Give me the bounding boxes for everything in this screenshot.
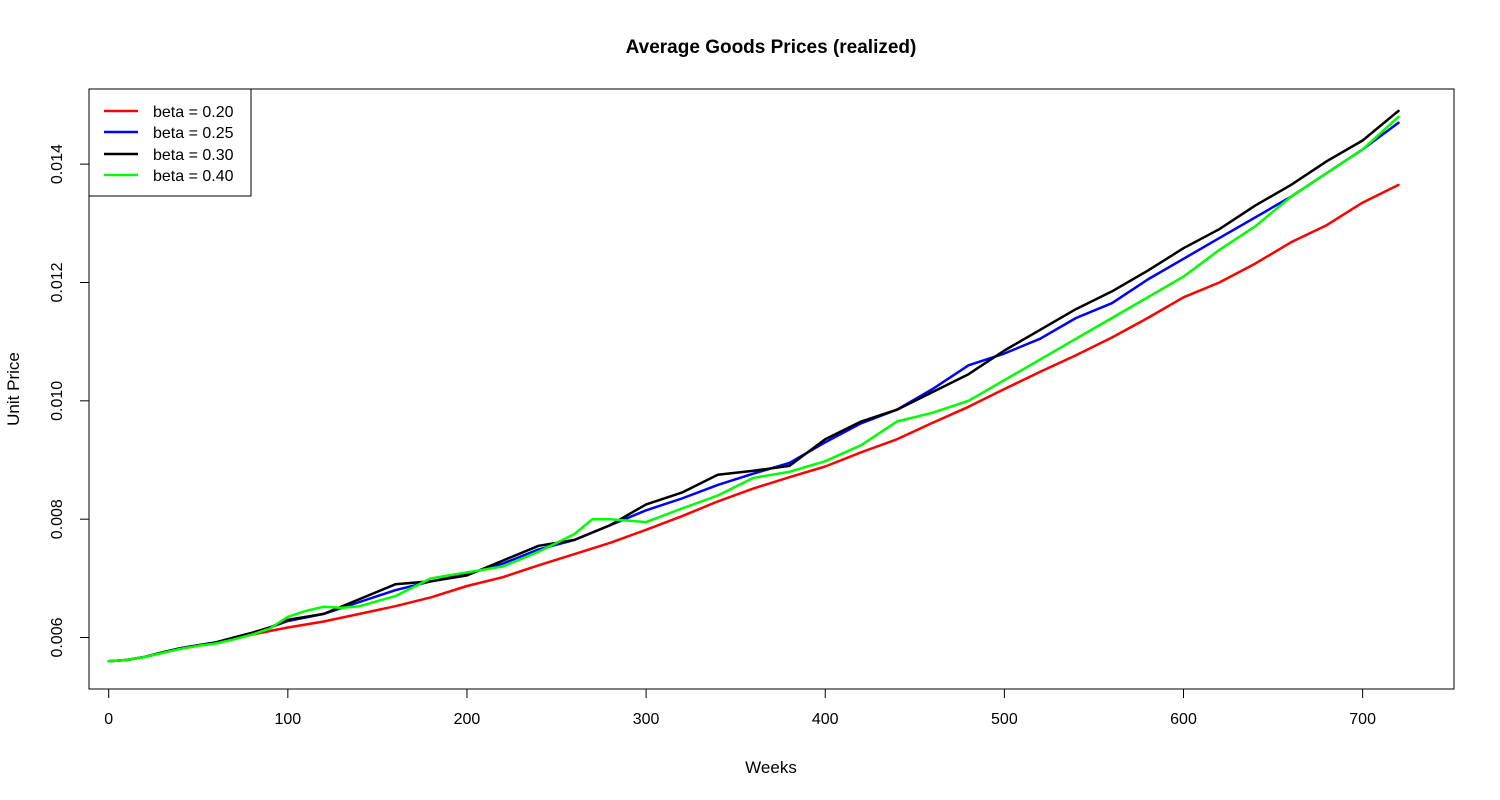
x-axis: 0 100 200 300 400 500 600 700 [104,688,1376,728]
series-layer [107,109,1400,663]
series-line-2 [107,109,1400,663]
y-tick-label: 0.012 [49,262,66,302]
y-tick-label: 0.008 [49,499,66,539]
y-tick-label: 0.010 [49,381,66,421]
series-line-1 [107,121,1400,663]
y-tick-label: 0.014 [49,144,66,184]
x-tick-label: 100 [274,711,301,728]
x-tick-label: 600 [1170,711,1197,728]
legend-label: beta = 0.30 [153,147,234,164]
legend-label: beta = 0.40 [153,168,234,185]
x-tick-label: 200 [454,711,481,728]
x-tick-label: 500 [991,711,1018,728]
legend-item-beta-040: beta = 0.40 [104,168,234,185]
chart-title: Average Goods Prices (realized) [626,37,917,58]
series-line-0 [107,183,1400,663]
legend: beta = 0.20 beta = 0.25 beta = 0.30 beta… [88,88,252,197]
legend-item-beta-020: beta = 0.20 [104,104,234,121]
x-tick-label: 400 [812,711,839,728]
y-axis: 0.006 0.008 0.010 0.012 0.014 [49,144,90,658]
legend-label: beta = 0.20 [153,104,234,121]
legend-item-beta-030: beta = 0.30 [104,147,234,164]
y-tick-label: 0.006 [49,617,66,657]
legend-item-beta-025: beta = 0.25 [104,125,234,142]
y-axis-label: Unit Price [4,352,23,426]
x-tick-label: 700 [1349,711,1376,728]
plot-frame [88,88,1455,690]
legend-label: beta = 0.25 [153,125,234,142]
x-tick-label: 300 [633,711,660,728]
legend-box [88,88,252,197]
x-tick-label: 0 [104,711,113,728]
x-axis-label: Weeks [745,758,797,777]
series-line-3 [107,115,1400,663]
